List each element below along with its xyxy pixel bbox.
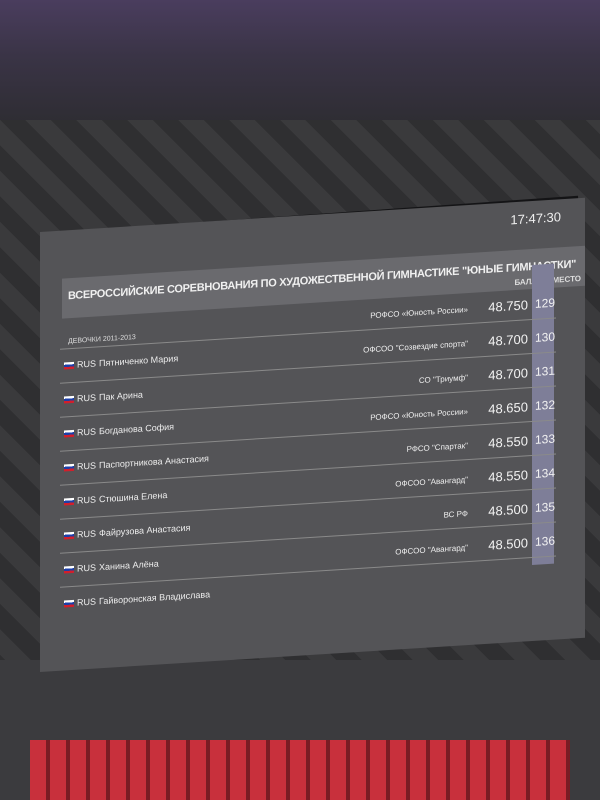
ceiling	[0, 0, 600, 140]
place: 131	[534, 363, 556, 379]
place: 134	[534, 465, 556, 481]
clock: 17:47:30	[510, 209, 561, 228]
score: 48.550	[488, 433, 528, 451]
place: 130	[534, 329, 556, 345]
country-code: RUS	[77, 596, 97, 608]
score: 48.500	[488, 501, 528, 519]
score: 48.650	[488, 399, 528, 417]
club: РОФСО «Юность России»	[370, 407, 468, 423]
place: 136	[534, 533, 556, 549]
club: ОФСОО "Созвездие спорта"	[363, 339, 468, 355]
score: 48.500	[488, 535, 528, 553]
place: 133	[534, 431, 556, 447]
club: ОФСОО "Авангард"	[395, 475, 468, 489]
athlete: RUS Гайворонская Владислава	[64, 589, 210, 608]
place: 129	[534, 295, 556, 311]
club: СО "Триумф"	[418, 373, 468, 386]
russia-flag-icon	[64, 599, 74, 607]
spectator-seats	[30, 740, 570, 800]
place: 132	[534, 397, 556, 413]
score: 48.750	[488, 297, 528, 315]
score: 48.550	[488, 467, 528, 485]
club: РОФСО «Юность России»	[370, 305, 468, 321]
score: 48.700	[488, 365, 528, 383]
athlete-name: Гайворонская Владислава	[99, 589, 211, 607]
scoreboard: 17:47:30 ВСЕРОССИЙСКИЕ СОРЕВНОВАНИЯ ПО Х…	[40, 197, 585, 673]
club: ВС РФ	[443, 509, 468, 520]
score: 48.700	[488, 331, 528, 349]
club: РФСО "Спартак"	[406, 441, 468, 454]
club: ОФСОО "Авангард"	[395, 543, 468, 557]
place-header: МЕСТО	[552, 273, 582, 285]
place: 135	[534, 499, 556, 515]
